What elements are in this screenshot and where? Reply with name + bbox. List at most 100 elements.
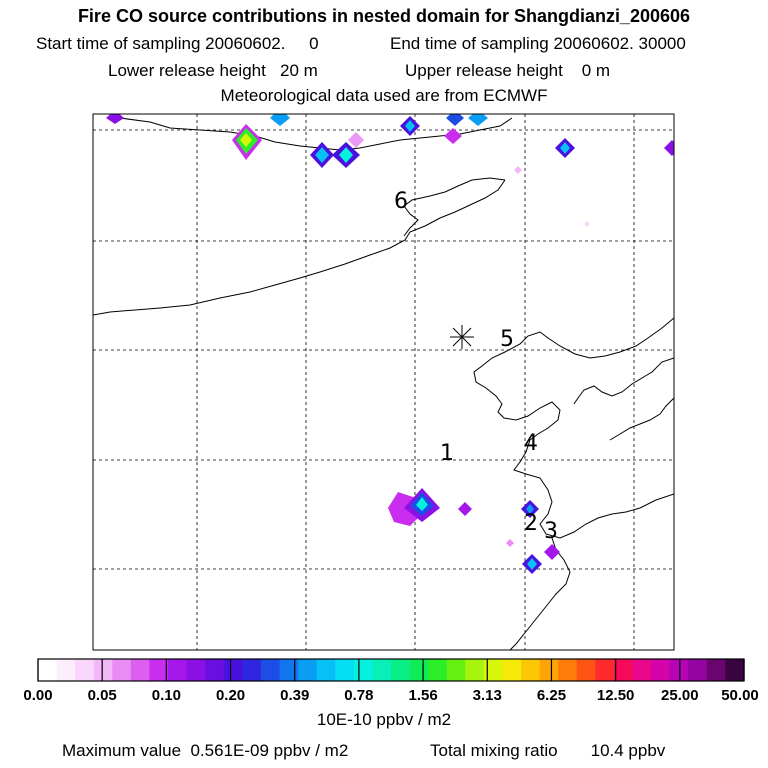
colorbar-swatch	[298, 659, 318, 681]
chart-title: Fire CO source contributions in nested d…	[77, 6, 691, 26]
colorbar-tick-label: 0.05	[88, 687, 117, 704]
colorbar-swatch	[446, 659, 466, 681]
colorbar-swatch	[613, 659, 634, 681]
upper-release-label: Upper release height 0 m	[405, 61, 611, 80]
region-label-3: 3	[544, 519, 558, 544]
colorbar-swatch	[632, 659, 652, 681]
region-label-1: 1	[440, 441, 454, 466]
map-frame	[92, 113, 675, 651]
colorbar-swatch	[335, 659, 355, 681]
hotspot-south-3-core	[526, 504, 534, 514]
colorbar-swatch	[483, 659, 504, 681]
colorbar-swatch	[260, 659, 281, 681]
colorbar-swatch	[428, 659, 448, 681]
colorbar-tick-label: 0.78	[344, 687, 373, 704]
hotspot-far-east	[664, 140, 674, 156]
colorbar-swatch	[130, 659, 151, 681]
coast-island	[609, 397, 674, 441]
colorbar-tick-label: 0.10	[152, 687, 181, 704]
hotspot-south-core	[416, 497, 428, 511]
bay-coastline	[403, 177, 506, 237]
colorbar-swatch	[316, 659, 336, 681]
colorbar-swatch	[558, 659, 578, 681]
hotspot-edge-5	[468, 114, 488, 126]
hotspot-south-2	[458, 502, 472, 516]
colorbar-swatch	[725, 659, 745, 681]
hotspot-south-cluster	[388, 488, 560, 574]
hotspots	[106, 114, 674, 574]
hotspot-south-6-core	[527, 558, 537, 570]
colorbar-swatch	[38, 659, 58, 681]
colorbar-swatch	[353, 659, 374, 681]
colorbar-swatch	[279, 659, 299, 681]
hotspot-a-core	[315, 147, 329, 163]
colorbar-tick-label: 3.13	[473, 687, 502, 704]
coastlines	[93, 117, 674, 650]
region-label-6: 6	[394, 189, 408, 214]
colorbar-swatch	[521, 659, 541, 681]
colorbar-tick-label: 6.25	[537, 687, 566, 704]
region-labels: 5 6 1 4 2 3	[394, 189, 558, 544]
colorbar-swatch	[706, 659, 727, 681]
hotspot-top-edge	[106, 114, 674, 227]
colorbar-tick-label: 50.00	[721, 687, 759, 704]
colorbar-swatch	[576, 659, 596, 681]
colorbar-tick-label: 0.20	[216, 687, 245, 704]
hotspot-edge-1	[106, 114, 124, 124]
met-data-line: Meteorological data used are from ECMWF	[220, 86, 548, 105]
colorbar-tick-label: 0.39	[280, 687, 309, 704]
colorbar-swatch	[539, 659, 559, 681]
map-area: 5 6 1 4 2 3	[93, 114, 674, 650]
colorbar	[37, 658, 745, 682]
hotspot-faint-2	[584, 221, 590, 227]
colorbar-swatch	[149, 659, 169, 681]
colorbar-swatch	[595, 659, 615, 681]
colorbar-tick-label: 25.00	[661, 687, 699, 704]
colorbar-swatch	[391, 659, 411, 681]
hotspot-south-4	[506, 539, 514, 547]
hotspot-edge-4	[446, 114, 464, 126]
hotspot-south-5	[544, 544, 560, 560]
colorbar-swatch	[205, 659, 225, 681]
colorbar-ticks: 0.00 0.05 0.10 0.20 0.39 0.78 1.56 3.13 6.25 12.5…	[23, 687, 758, 704]
hotspot-top-left	[232, 124, 262, 160]
coast-south	[509, 537, 571, 650]
hotspot-faint-1	[514, 166, 522, 174]
colorbar-unit: 10E-10 ppbv / m2	[316, 710, 452, 729]
colorbar-swatch	[75, 659, 95, 681]
colorbar-tick-label: 0.00	[23, 687, 52, 704]
region-label-4: 4	[524, 431, 538, 456]
hotspot-edge-6	[444, 128, 462, 144]
colorbar-swatch	[186, 659, 206, 681]
colorbar-swatch	[409, 659, 429, 681]
map-gridlines	[93, 114, 674, 650]
coast-east	[473, 317, 674, 539]
coast-peninsula	[573, 357, 674, 405]
colorbar-swatch	[56, 659, 76, 681]
colorbar-swatch	[465, 659, 485, 681]
receptor-star	[450, 325, 474, 349]
colorbar-swatch	[223, 659, 243, 681]
colorbar-swatch	[688, 659, 708, 681]
colorbar-swatch	[372, 659, 392, 681]
receptor-label: 5	[500, 327, 514, 352]
colorbar-swatch	[651, 659, 671, 681]
colorbar-swatch	[502, 659, 522, 681]
colorbar-swatch	[112, 659, 132, 681]
colorbar-swatch	[93, 659, 113, 681]
hotspot-east-core	[560, 142, 570, 154]
colorbar-swatch	[242, 659, 262, 681]
hotspot-top-pair	[310, 132, 364, 168]
hotspot-edge-2	[270, 114, 290, 126]
colorbar-tick-label: 12.50	[597, 687, 635, 704]
hotspot-core	[240, 133, 252, 147]
hotspot-b-core	[339, 147, 353, 163]
region-label-2: 2	[524, 511, 538, 536]
hotspot-edge-3-core	[405, 120, 415, 132]
colorbar-swatch	[168, 659, 188, 681]
hotspot-c-halo	[348, 132, 364, 148]
colorbar-tick-label: 1.56	[408, 687, 437, 704]
border-west	[93, 179, 506, 316]
end-time-label: End time of sampling 20060602. 30000	[390, 34, 686, 53]
